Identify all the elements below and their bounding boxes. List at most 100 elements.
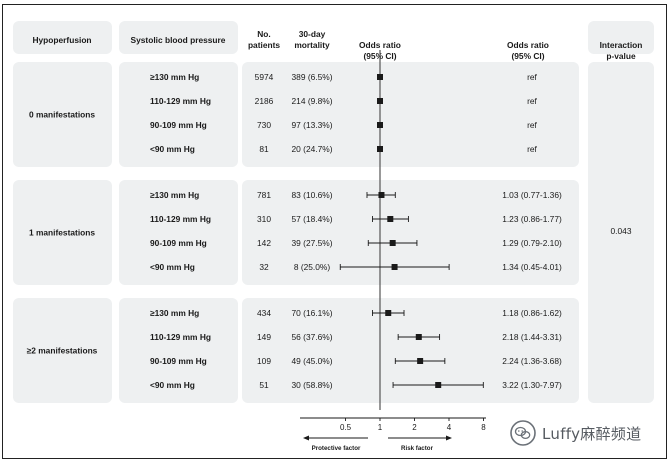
point-estimate [377,146,383,152]
row-mortality: 30 (58.8%) [292,380,333,390]
row-sbp: 90-109 mm Hg [150,238,207,248]
header-or-plot: Odds ratio [359,40,401,50]
row-mortality: 57 (18.4%) [292,214,333,224]
point-estimate [377,74,383,80]
group-label: ≥2 manifestations [27,346,98,356]
row-or-text: 1.03 (0.77-1.36) [502,190,562,200]
x-tick-label: 1 [378,423,383,432]
header-panel-sbp [119,21,238,54]
row-patients: 142 [257,238,271,248]
row-mortality: 20 (24.7%) [292,144,333,154]
group-panel-values [242,62,579,167]
group-panel-hypoperfusion [13,62,112,167]
x-tick-label: 4 [447,423,452,432]
row-sbp: 110-129 mm Hg [150,214,211,224]
header-interaction: Interaction [600,40,643,50]
interaction-panel [588,62,654,403]
row-mortality: 214 (9.8%) [292,96,333,106]
row-sbp: 110-129 mm Hg [150,96,211,106]
interaction-pvalue: 0.043 [611,226,632,236]
group-panel-sbp [119,62,238,167]
protective-arrowhead [303,435,309,441]
wechat-icon [510,420,536,446]
header-30day: 30-day [299,29,326,39]
row-patients: 51 [259,380,269,390]
row-mortality: 8 (25.0%) [294,262,331,272]
header-or-text: Odds ratio [507,40,549,50]
point-estimate [389,240,396,246]
row-mortality: 389 (6.5%) [292,72,333,82]
group-panel-hypoperfusion [13,180,112,285]
group-panel-hypoperfusion [13,298,112,403]
figure-frame [2,4,667,459]
row-patients: 32 [259,262,269,272]
row-or-text: 1.29 (0.79-2.10) [502,238,562,248]
row-mortality: 39 (27.5%) [292,238,333,248]
group-label: 1 manifestations [29,228,95,238]
row-patients: 2186 [255,96,274,106]
row-patients: 81 [259,144,269,154]
point-estimate [378,192,385,198]
row-or-text: ref [527,96,537,106]
row-or-text: ref [527,144,537,154]
row-or-text: 1.18 (0.86-1.62) [502,308,562,318]
row-sbp: ≥130 mm Hg [150,190,199,200]
x-tick-label: 0.5 [340,423,352,432]
watermark-text: Luffy麻醉频道 [542,424,642,443]
row-mortality: 70 (16.1%) [292,308,333,318]
row-patients: 109 [257,356,271,366]
group-label: 0 manifestations [29,110,95,120]
row-patients: 149 [257,332,271,342]
row-patients: 781 [257,190,271,200]
row-or-text: 1.34 (0.45-4.01) [502,262,562,272]
row-or-text: ref [527,120,537,130]
header-or-text-ci: (95% CI) [511,51,544,61]
point-estimate [387,216,394,222]
point-estimate [377,98,383,104]
row-sbp: ≥130 mm Hg [150,308,199,318]
header-hypoperfusion: Hypoperfusion [32,35,91,45]
row-or-text: 2.24 (1.36-3.68) [502,356,562,366]
point-estimate [417,358,424,364]
row-patients: 310 [257,214,271,224]
protective-label: Protective factor [312,445,361,452]
row-sbp: 90-109 mm Hg [150,120,207,130]
row-sbp: <90 mm Hg [150,380,195,390]
header-mortality: mortality [294,40,330,50]
header-sbp: Systolic blood pressure [131,35,226,45]
row-or-text: ref [527,72,537,82]
row-or-text: 2.18 (1.44-3.31) [502,332,562,342]
header-panel-interaction [588,21,654,54]
row-sbp: <90 mm Hg [150,262,195,272]
point-estimate [385,310,392,316]
point-estimate [391,264,398,270]
header-pvalue: p-value [606,51,636,61]
row-mortality: 83 (10.6%) [292,190,333,200]
row-sbp: <90 mm Hg [150,144,195,154]
row-sbp: 110-129 mm Hg [150,332,211,342]
row-mortality: 49 (45.0%) [292,356,333,366]
row-or-text: 3.22 (1.30-7.97) [502,380,562,390]
group-panel-values [242,180,579,285]
row-patients: 730 [257,120,271,130]
group-panel-values [242,298,579,403]
header-no: No. [257,29,271,39]
header-patients: patients [248,40,280,50]
risk-arrowhead [446,435,452,441]
watermark: Luffy麻醉频道 [510,420,641,446]
point-estimate [435,382,442,388]
point-estimate [415,334,422,340]
x-tick-label: 2 [412,423,417,432]
row-sbp: 90-109 mm Hg [150,356,207,366]
x-tick-label: 8 [481,423,486,432]
header-panel-hypoperfusion [13,21,112,54]
row-mortality: 97 (13.3%) [292,120,333,130]
row-mortality: 56 (37.6%) [292,332,333,342]
row-or-text: 1.23 (0.86-1.77) [502,214,562,224]
point-estimate [377,122,383,128]
row-patients: 434 [257,308,271,318]
row-sbp: ≥130 mm Hg [150,72,199,82]
risk-label: Risk factor [401,445,434,452]
